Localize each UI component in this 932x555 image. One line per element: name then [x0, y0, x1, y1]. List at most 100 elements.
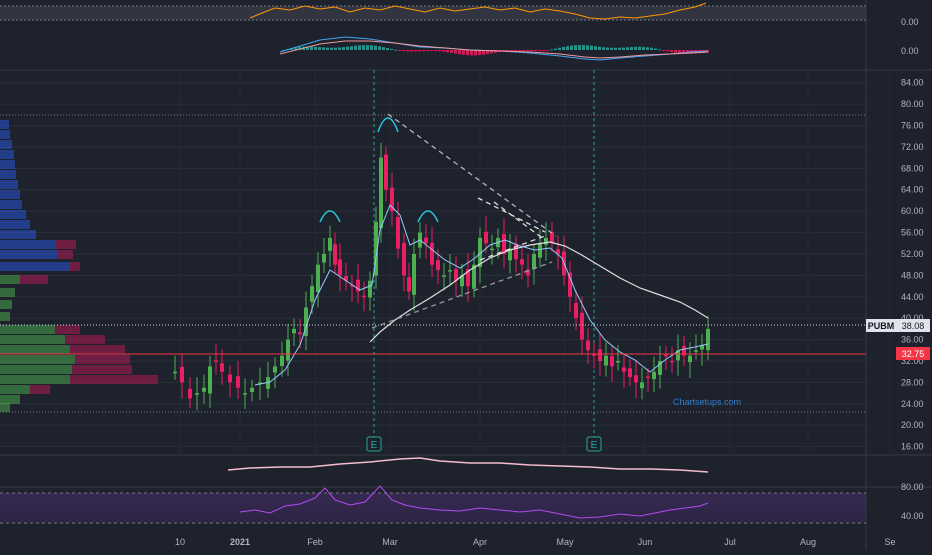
candle-body	[173, 371, 177, 374]
rsi-line	[239, 485, 709, 519]
x-tick-label: May	[556, 537, 574, 547]
y-tick-label: 84.00	[901, 78, 924, 88]
candle-body	[195, 393, 199, 395]
candle-body	[442, 275, 446, 277]
candle-body	[574, 302, 578, 319]
y-tick-label: 76.00	[901, 121, 924, 131]
x-tick-label: Aug	[800, 537, 816, 547]
candle-body	[448, 270, 452, 272]
candle-body	[333, 244, 337, 265]
candle-body	[310, 286, 314, 302]
candle-body	[202, 387, 206, 392]
y-tick-label: 32.00	[901, 356, 924, 366]
candle-body	[243, 393, 247, 395]
candle-body	[544, 237, 548, 245]
candle-body	[502, 234, 506, 254]
y-tick-label: 40.00	[901, 313, 924, 323]
svg-text:E: E	[371, 440, 378, 451]
x-tick-label: Mar	[382, 537, 398, 547]
candle-body	[430, 242, 434, 265]
signal-line	[279, 40, 709, 59]
candle-body	[706, 328, 710, 351]
candle-body	[356, 279, 360, 292]
candle-body	[412, 253, 416, 295]
candle-body	[208, 366, 212, 394]
candle-body	[508, 248, 512, 261]
candle-body	[472, 264, 476, 289]
candle-body	[286, 339, 290, 361]
x-tick-label: 10	[175, 537, 185, 547]
candle-body	[460, 275, 464, 287]
candle-body	[228, 374, 232, 383]
candle-body	[652, 371, 656, 380]
x-tick-label: 2021	[230, 537, 250, 547]
candle-body	[664, 354, 668, 357]
candle-body	[374, 221, 378, 276]
pattern-arcs	[319, 117, 439, 223]
rsi-tick-40: 40.00	[901, 511, 924, 521]
svg-text:PUBM: PUBM	[868, 321, 895, 331]
trend-lines	[371, 113, 557, 329]
candle-body	[484, 231, 488, 244]
svg-text:38.08: 38.08	[902, 321, 925, 331]
candle-body	[610, 356, 614, 367]
candle-body	[396, 217, 400, 249]
y-tick-label: 68.00	[901, 163, 924, 173]
y-tick-label: 72.00	[901, 142, 924, 152]
candle-body	[670, 360, 674, 363]
candle-body	[292, 328, 296, 334]
candle-body	[379, 157, 383, 229]
symbol-label[interactable]: PUBM	[866, 319, 896, 332]
candle-body	[390, 187, 394, 212]
rsi-tick-80: 80.00	[901, 482, 924, 492]
candle-body	[658, 361, 662, 375]
candle-body	[676, 350, 680, 361]
candle-body	[682, 345, 686, 356]
candle-body	[490, 248, 494, 251]
candle-body	[520, 259, 524, 265]
volume-ma-pane	[227, 457, 709, 473]
candle-body	[368, 280, 372, 298]
candles	[173, 142, 710, 411]
x-tick-label: Jul	[724, 537, 736, 547]
candle-body	[700, 344, 704, 350]
candle-body	[250, 387, 254, 393]
oscillator-line	[249, 2, 707, 20]
macd-pane: 0.00	[279, 36, 919, 61]
candle-body	[402, 242, 406, 276]
candle-body	[604, 355, 608, 366]
candle-body	[350, 285, 354, 287]
candle-body	[514, 243, 518, 260]
candle-body	[556, 249, 560, 254]
earnings-marker-1[interactable]: E	[366, 436, 382, 452]
candle-body	[538, 243, 542, 258]
candle-body	[322, 253, 326, 263]
candle-body	[688, 355, 692, 363]
support-price-label[interactable]: 32.75	[896, 347, 930, 360]
last-price-label[interactable]: 38.08	[896, 319, 930, 332]
y-tick-label: 52.00	[901, 249, 924, 259]
candle-body	[407, 277, 411, 292]
candle-body	[258, 382, 262, 384]
osc2-tick: 0.00	[901, 46, 919, 56]
candle-body	[328, 237, 332, 251]
candle-body	[598, 349, 602, 362]
y-tick-label: 28.00	[901, 377, 924, 387]
candle-body	[266, 377, 270, 389]
volume-profile	[0, 120, 158, 412]
y-tick-label: 60.00	[901, 206, 924, 216]
candle-body	[298, 332, 302, 335]
candle-body	[188, 388, 192, 399]
y-tick-label: 20.00	[901, 420, 924, 430]
y-tick-label: 56.00	[901, 228, 924, 238]
candle-body	[304, 307, 308, 337]
candle-body	[634, 375, 638, 383]
earnings-marker-2[interactable]: E	[586, 436, 602, 452]
y-tick-label: 44.00	[901, 292, 924, 302]
rsi-pane: 80.00 40.00	[0, 482, 924, 524]
candle-body	[646, 376, 650, 379]
osc1-tick: 0.00	[901, 17, 919, 27]
candle-body	[592, 354, 596, 356]
